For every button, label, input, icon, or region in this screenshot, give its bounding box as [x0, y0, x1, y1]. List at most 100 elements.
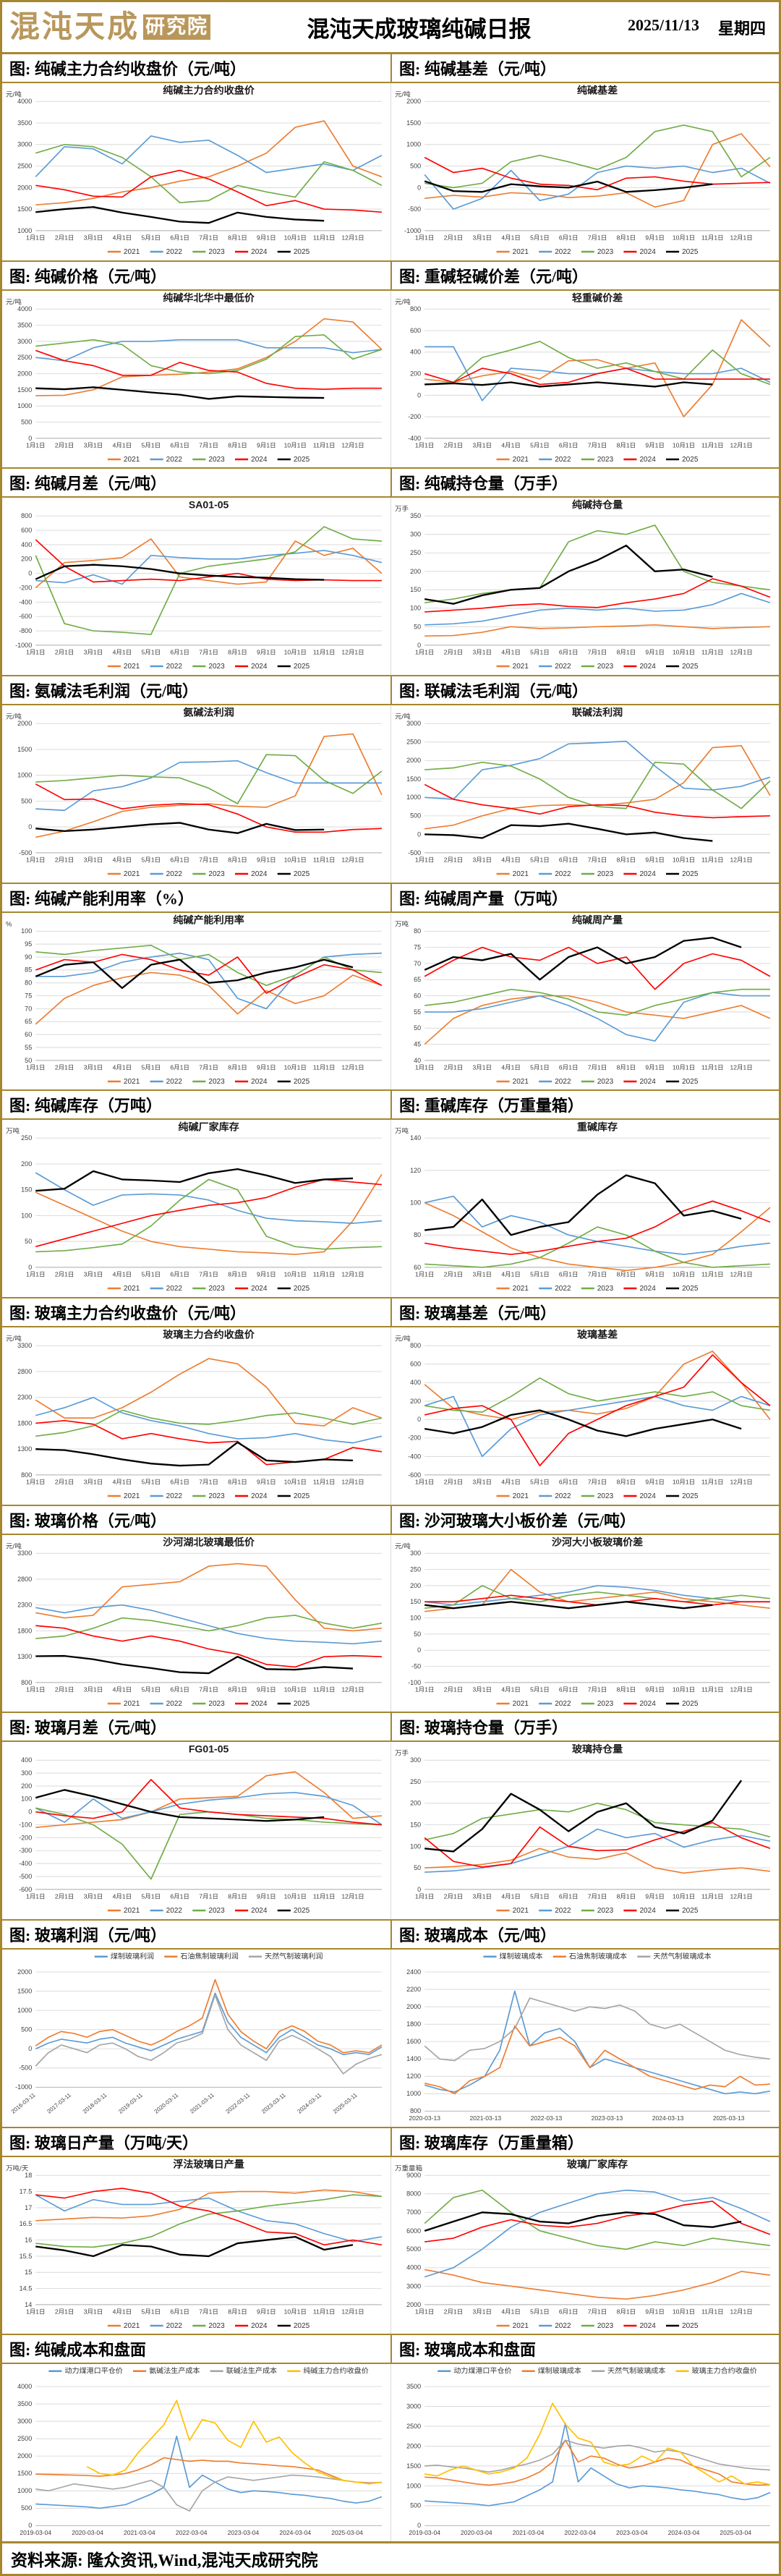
svg-text:2022-03-04: 2022-03-04	[564, 2529, 596, 2536]
svg-text:1000: 1000	[17, 2488, 32, 2495]
svg-text:3月1日: 3月1日	[84, 2308, 103, 2315]
svg-text:0: 0	[417, 1886, 421, 1893]
svg-text:2月1日: 2月1日	[55, 441, 74, 449]
svg-text:3月1日: 3月1日	[472, 234, 492, 242]
report-footer: 资料来源: 隆众资讯,Wind,混沌天成研究院	[2, 2541, 779, 2574]
svg-text:1000: 1000	[406, 2483, 421, 2490]
svg-text:3月1日: 3月1日	[84, 1063, 103, 1071]
svg-text:9月1日: 9月1日	[257, 856, 276, 864]
chart-svg: -400 -200 0 200 400 600 800 1月1日 2月1日 3月1日 4月1日 5月1…	[395, 292, 771, 464]
svg-text:11月1日: 11月1日	[313, 1686, 336, 1693]
svg-text:4000: 4000	[17, 305, 32, 313]
svg-text:100: 100	[410, 1843, 421, 1850]
svg-text:动力煤港口平仓价: 动力煤港口平仓价	[453, 2366, 511, 2376]
chart-svg: -1000 -500 0 500 1000 1500 2000 2016-03-11 2017-…	[10, 1952, 383, 2115]
svg-text:100: 100	[410, 1614, 421, 1621]
svg-text:-500: -500	[19, 2065, 32, 2072]
panel-title-6: 图: 氨碱法毛利润（元/吨）	[9, 682, 198, 701]
svg-text:8月1日: 8月1日	[228, 1893, 247, 1900]
panel-chart-row: 14 14.5 15 15.5 16 16.5 17 17.5 18 1月1日 2月1日 3月1日 4月…	[2, 2156, 779, 2334]
svg-text:1月1日: 1月1日	[415, 1271, 435, 1278]
svg-text:2022: 2022	[555, 456, 571, 464]
svg-text:12月1日: 12月1日	[730, 1063, 752, 1071]
svg-text:8月1日: 8月1日	[228, 441, 247, 449]
svg-text:7月1日: 7月1日	[588, 1063, 607, 1071]
svg-text:1月1日: 1月1日	[26, 2308, 46, 2315]
svg-text:2000: 2000	[17, 720, 32, 727]
svg-text:-200: -200	[408, 1434, 421, 1442]
svg-text:9月1日: 9月1日	[257, 649, 276, 656]
svg-text:12月1日: 12月1日	[341, 1686, 364, 1693]
svg-text:2025-03-04: 2025-03-04	[331, 2529, 363, 2536]
svg-text:2021: 2021	[513, 1907, 529, 1915]
svg-text:3月1日: 3月1日	[472, 441, 492, 449]
svg-text:1400: 1400	[406, 2055, 421, 2062]
svg-text:11月1日: 11月1日	[313, 1063, 336, 1071]
svg-text:2021: 2021	[124, 870, 140, 878]
svg-text:纯碱基差: 纯碱基差	[577, 85, 618, 96]
svg-text:15.5: 15.5	[20, 2253, 33, 2260]
svg-text:-200: -200	[19, 585, 32, 592]
svg-text:1000: 1000	[17, 772, 32, 779]
svg-text:7月1日: 7月1日	[199, 1271, 218, 1278]
svg-text:-100: -100	[408, 1679, 421, 1686]
svg-text:-600: -600	[408, 1471, 421, 1479]
svg-text:6月1日: 6月1日	[170, 856, 189, 864]
svg-text:3月1日: 3月1日	[472, 649, 492, 656]
svg-text:9月1日: 9月1日	[257, 1479, 276, 1486]
svg-text:800: 800	[410, 2107, 421, 2114]
svg-text:2024: 2024	[639, 2322, 656, 2330]
svg-text:-600: -600	[19, 613, 32, 621]
svg-text:11月1日: 11月1日	[313, 856, 336, 864]
panel-title-row: 图: 纯碱月差（元/吨） 图: 纯碱持仓量（万手）	[2, 467, 779, 498]
chart-svg: 0 500 1000 1500 2000 2500 3000 3500 4000 2019-03-…	[17, 2366, 383, 2536]
svg-text:2月1日: 2月1日	[444, 649, 464, 656]
svg-text:7月1日: 7月1日	[588, 441, 607, 449]
svg-text:1月1日: 1月1日	[26, 1479, 46, 1486]
svg-text:2021-03-13: 2021-03-13	[469, 2114, 501, 2122]
svg-text:2025-03-11: 2025-03-11	[332, 2092, 359, 2115]
svg-text:6月1日: 6月1日	[170, 234, 189, 242]
svg-text:200: 200	[410, 370, 421, 377]
panel-chart-row: 0 500 1000 1500 2000 2500 3000 3500 4000 2019-03-…	[2, 2364, 779, 2542]
svg-text:2023: 2023	[597, 663, 614, 671]
svg-text:2024: 2024	[251, 1285, 268, 1293]
svg-text:5月1日: 5月1日	[530, 2308, 550, 2315]
svg-text:玻璃主力合约收盘价: 玻璃主力合约收盘价	[692, 2366, 757, 2376]
svg-text:150: 150	[410, 1598, 421, 1605]
svg-text:350: 350	[410, 513, 421, 520]
panel-title-row: 图: 玻璃日产量（万吨/天） 图: 玻璃库存（万重量箱）	[2, 2126, 779, 2157]
svg-text:1月1日: 1月1日	[415, 1686, 435, 1693]
svg-text:2400: 2400	[406, 1968, 421, 1976]
svg-text:17: 17	[25, 2204, 32, 2211]
svg-text:联碱法利润: 联碱法利润	[572, 707, 623, 718]
svg-text:7月1日: 7月1日	[199, 234, 218, 242]
svg-text:150: 150	[410, 587, 421, 594]
svg-text:0: 0	[417, 1416, 421, 1423]
svg-text:2025: 2025	[294, 870, 310, 878]
svg-text:10月1日: 10月1日	[673, 1479, 695, 1486]
panel-chart-row: -500 0 500 1000 1500 2000 1月1日 2月1日 3月1日 4月1日 5月1日…	[2, 705, 779, 883]
svg-text:300: 300	[410, 1757, 421, 1764]
svg-text:3000: 3000	[17, 2418, 32, 2426]
svg-text:9月1日: 9月1日	[645, 649, 665, 656]
svg-text:2000: 2000	[17, 1968, 32, 1976]
panel-chart-row: 800 1300 1800 2300 2800 3300 1月1日 2月1日 3月1日 4月1日 5…	[2, 1534, 779, 1712]
svg-text:4月1日: 4月1日	[501, 1686, 521, 1693]
svg-text:8000: 8000	[406, 2190, 421, 2198]
svg-text:3月1日: 3月1日	[84, 234, 103, 242]
svg-text:600: 600	[21, 527, 32, 534]
chart-panel-1: -1000 -500 0 500 1000 1500 2000 1月1日 2月1日 3月1日 4月1…	[390, 83, 779, 260]
svg-text:1800: 1800	[17, 1627, 32, 1634]
svg-text:60: 60	[414, 1264, 421, 1271]
svg-text:4月1日: 4月1日	[501, 1271, 521, 1278]
svg-text:2024: 2024	[639, 456, 656, 464]
svg-text:0: 0	[28, 1808, 32, 1816]
svg-text:2025: 2025	[682, 2322, 699, 2330]
svg-text:6月1日: 6月1日	[559, 1686, 579, 1693]
svg-text:9月1日: 9月1日	[257, 2308, 276, 2315]
panel-title-7: 图: 联碱法毛利润（元/吨）	[390, 676, 779, 705]
svg-text:9月1日: 9月1日	[645, 1893, 665, 1900]
svg-text:2月1日: 2月1日	[444, 1893, 464, 1900]
